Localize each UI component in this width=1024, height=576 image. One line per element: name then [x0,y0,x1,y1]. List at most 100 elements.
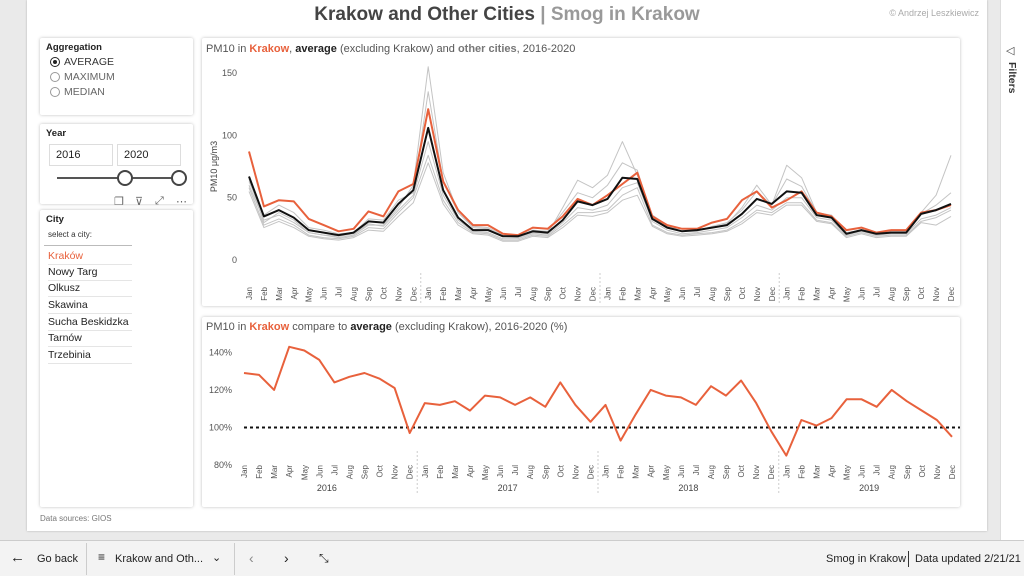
radio-maximum[interactable]: MAXIMUM [50,71,115,83]
radio-average[interactable]: AVERAGE [50,56,114,68]
x-tick-label: Aug [887,287,896,301]
x-tick-label: Jun [315,465,324,478]
y-tick-label: 50 [227,193,237,203]
x-tick-label: Mar [813,287,822,301]
radio-unselected-icon [50,72,60,82]
x-tick-label: Jul [335,287,344,297]
focus-mode-icon[interactable]: ⤢ [155,195,164,207]
x-year-label: 2019 [859,483,879,493]
city-item-nowy-targ[interactable]: Nowy Targ [48,265,132,281]
city-slicer-subtitle: select a city: [48,230,93,239]
go-back-button[interactable]: Go back [37,553,78,565]
x-tick-label: Apr [290,287,299,300]
city-item-tarnow[interactable]: Tarnów [48,331,132,347]
city-item-olkusz[interactable]: Olkusz [48,281,132,297]
previous-page-icon[interactable]: ‹ [249,550,254,566]
x-tick-label: Mar [451,465,460,479]
filter-icon[interactable]: ⊽ [135,196,144,208]
x-tick-label: Mar [632,465,641,479]
x-tick-label: Jul [330,465,339,475]
pm10-chart-card [202,38,960,306]
x-year-label: 2018 [678,483,698,493]
x-tick-label: Sep [544,286,553,301]
chart1-title: PM10 in Krakow, average (excluding Krako… [206,43,575,55]
x-tick-label: Jan [240,465,249,478]
page-navigator[interactable]: Krakow and Oth... [115,553,204,565]
x-tick-label: Jan [602,465,611,478]
pm10-line-chart[interactable]: 0 50 100 150 PM10 μg/m3 Jan Feb Mar Apr May Jun Jul… [202,55,960,305]
x-tick-label: Mar [270,465,279,479]
filters-label[interactable]: Filters [1006,62,1018,94]
x-tick-label: Apr [285,465,294,478]
x-tick-label: Jul [693,287,702,297]
x-tick-label: Feb [617,464,626,478]
x-tick-label: Aug [888,465,897,479]
next-page-icon[interactable]: › [284,550,289,566]
x-tick-label: Jan [782,465,791,478]
title-part: compare to [289,321,351,333]
x-tick-label: Nov [391,465,400,479]
x-tick-label: Nov [932,287,941,301]
city-slicer: City [40,210,193,507]
chevron-down-icon[interactable]: ⌄ [212,552,222,564]
x-year-label: 2016 [317,483,337,493]
y-tick-label: 80% [214,460,232,470]
city-item-trzebinia[interactable]: Trzebinia [48,348,132,364]
year-to-input[interactable]: 2020 [117,144,181,166]
x-tick-label: Oct [559,286,568,299]
city-item-sucha-beskidzka[interactable]: Sucha Beskidzka [48,315,132,331]
x-tick-label: Dec [406,465,415,479]
series-line-other [248,141,952,240]
x-tick-label: Nov [752,465,761,479]
filters-pane[interactable] [1000,0,1024,540]
x-tick-label: Nov [753,287,762,301]
title-other-cities: other cities [457,43,517,55]
pm10-ratio-line-chart[interactable]: 80% 100% 120% 140% Jan Feb Mar Apr May Jun Jul Aug S… [202,335,960,505]
series-line-other [248,66,952,239]
x-tick-label: Dec [768,287,777,301]
x-tick-label: Aug [526,465,535,479]
title-average: average [350,321,392,333]
title-main: Krakow and Other Cities [314,4,535,25]
funnel-icon[interactable]: ◁ [1006,45,1015,57]
aggregation-heading: Aggregation [46,42,102,53]
x-tick-label: Jun [320,287,329,300]
x-tick-label: Sep [364,286,373,301]
x-year-label: 2017 [498,483,518,493]
x-tick-label: Aug [345,465,354,479]
radio-median[interactable]: MEDIAN [50,86,105,98]
exit-fullscreen-icon[interactable]: ⤡ [319,551,329,565]
year-slider-start-handle[interactable] [117,170,133,186]
x-tick-label: Dec [767,465,776,479]
city-item-skawina[interactable]: Skawina [48,298,132,314]
divider [908,551,909,567]
x-tick-label: Jun [499,287,508,300]
series-line-other [248,162,952,242]
year-from-input[interactable]: 2016 [49,144,113,166]
x-tick-label: Jan [783,287,792,300]
series-line-krakow [243,345,953,457]
more-options-icon[interactable]: ⋯ [176,196,187,208]
y-tick-label: 120% [209,385,232,395]
x-tick-label: Jun [857,287,866,300]
city-item-krakow[interactable]: Kraków [48,249,132,265]
x-tick-label: Dec [947,287,956,301]
x-tick-label: Aug [529,287,538,301]
page-list-icon[interactable]: ≡ [98,550,106,564]
x-tick-label: Dec [586,465,595,479]
x-tick-label: Feb [260,286,269,300]
x-tick-label: Jan [245,287,254,300]
x-tick-label: Jan [424,287,433,300]
x-tick-label: Jun [496,465,505,478]
divider [234,543,235,575]
radio-label: MEDIAN [64,86,105,98]
x-tick-label: Feb [436,464,445,478]
back-arrow-icon[interactable]: ← [10,549,25,566]
x-tick-label: Sep [902,286,911,301]
x-tick-label: Jun [678,287,687,300]
x-tick-label: Jan [421,465,430,478]
copy-icon[interactable]: ❐ [114,196,124,208]
x-tick-label: Mar [812,465,821,479]
year-slider-end-handle[interactable] [171,170,187,186]
x-tick-label: Dec [409,287,418,301]
